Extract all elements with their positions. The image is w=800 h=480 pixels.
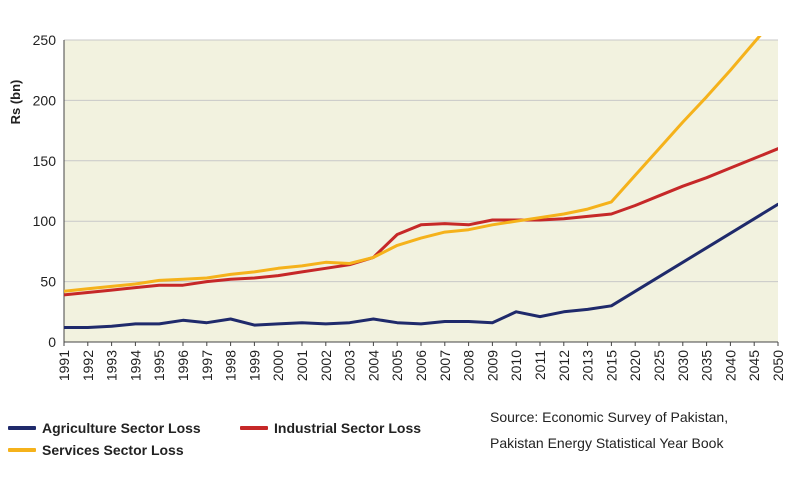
legend-label-services: Services Sector Loss <box>42 442 184 458</box>
y-tick-label: 150 <box>33 153 57 169</box>
x-tick-label: 2035 <box>699 350 715 381</box>
x-tick-label: 1998 <box>223 350 239 381</box>
x-tick-label: 1995 <box>151 350 167 381</box>
x-tick-label: 1994 <box>127 350 143 381</box>
x-tick-label: 2015 <box>603 350 619 381</box>
y-tick-label: 250 <box>33 32 57 48</box>
x-tick-label: 2007 <box>437 350 453 381</box>
y-axis-title: Rs (bn) <box>8 80 23 125</box>
x-tick-label: 2012 <box>556 350 572 381</box>
legend-label-agriculture: Agriculture Sector Loss <box>42 420 201 436</box>
x-tick-label: 2001 <box>294 350 310 381</box>
x-tick-label: 2005 <box>389 350 405 381</box>
x-tick-label: 2008 <box>461 350 477 381</box>
x-tick-label: 1992 <box>80 350 96 381</box>
x-tick-label: 2010 <box>508 350 524 381</box>
x-tick-label: 2004 <box>365 350 381 381</box>
gridlines <box>64 39 778 283</box>
x-tick-label: 1997 <box>199 350 215 381</box>
x-tick-label: 1993 <box>104 350 120 381</box>
x-tick-label: 1991 <box>56 350 72 381</box>
y-tick-label: 50 <box>40 274 56 290</box>
y-tick-label: 200 <box>33 92 57 108</box>
x-tick-label: 1996 <box>175 350 191 381</box>
series-lines <box>64 36 778 329</box>
y-tick-labels: 0 50 100 150 200 250 <box>33 32 57 350</box>
x-tick-label: 2011 <box>532 350 548 380</box>
series-line-industrial <box>64 147 778 297</box>
y-tick-label: 100 <box>33 213 57 229</box>
source-note: Source: Economic Survey of Pakistan, Pak… <box>490 404 790 456</box>
x-tick-label: 2020 <box>627 350 643 381</box>
legend-swatch-industrial <box>240 426 268 430</box>
legend-label-industrial: Industrial Sector Loss <box>274 420 422 436</box>
x-tick-label: 2030 <box>675 350 691 381</box>
x-tick-label: 2045 <box>746 350 762 381</box>
x-tick-label: 2006 <box>413 350 429 381</box>
chart-svg: 1991 1992 1993 1994 1995 1996 1997 1998 1999 2000… <box>8 32 786 381</box>
x-tick-label: 2003 <box>342 350 358 381</box>
x-tick-labels: 1991 1992 1993 1994 1995 1996 1997 1998 1999 2000… <box>56 350 786 381</box>
source-line-2: Pakistan Energy Statistical Year Book <box>490 435 724 451</box>
x-tick-label: 2025 <box>651 350 667 381</box>
x-tick-label: 2040 <box>722 350 738 381</box>
legend-swatch-services <box>8 448 36 452</box>
legend-item-services: Services Sector Loss <box>8 442 184 458</box>
source-line-1: Source: Economic Survey of Pakistan, <box>490 409 729 425</box>
y-tick-label: 0 <box>48 334 56 350</box>
x-tick-label: 2000 <box>270 350 286 381</box>
x-tick-label: 2009 <box>484 350 500 381</box>
plot-area <box>64 40 778 342</box>
legend-item-agriculture: Agriculture Sector Loss <box>8 420 201 436</box>
x-tick-label: 1999 <box>246 350 262 381</box>
x-tick-label: 2050 <box>770 350 786 381</box>
series-line-agriculture <box>64 202 778 329</box>
legend-swatch-agriculture <box>8 426 36 430</box>
x-tick-label: 2013 <box>580 350 596 381</box>
legend-item-industrial: Industrial Sector Loss <box>240 420 421 436</box>
series-line-services <box>64 36 762 293</box>
x-tick-label: 2002 <box>318 350 334 381</box>
legend: Agriculture Sector Loss Industrial Secto… <box>8 414 478 474</box>
